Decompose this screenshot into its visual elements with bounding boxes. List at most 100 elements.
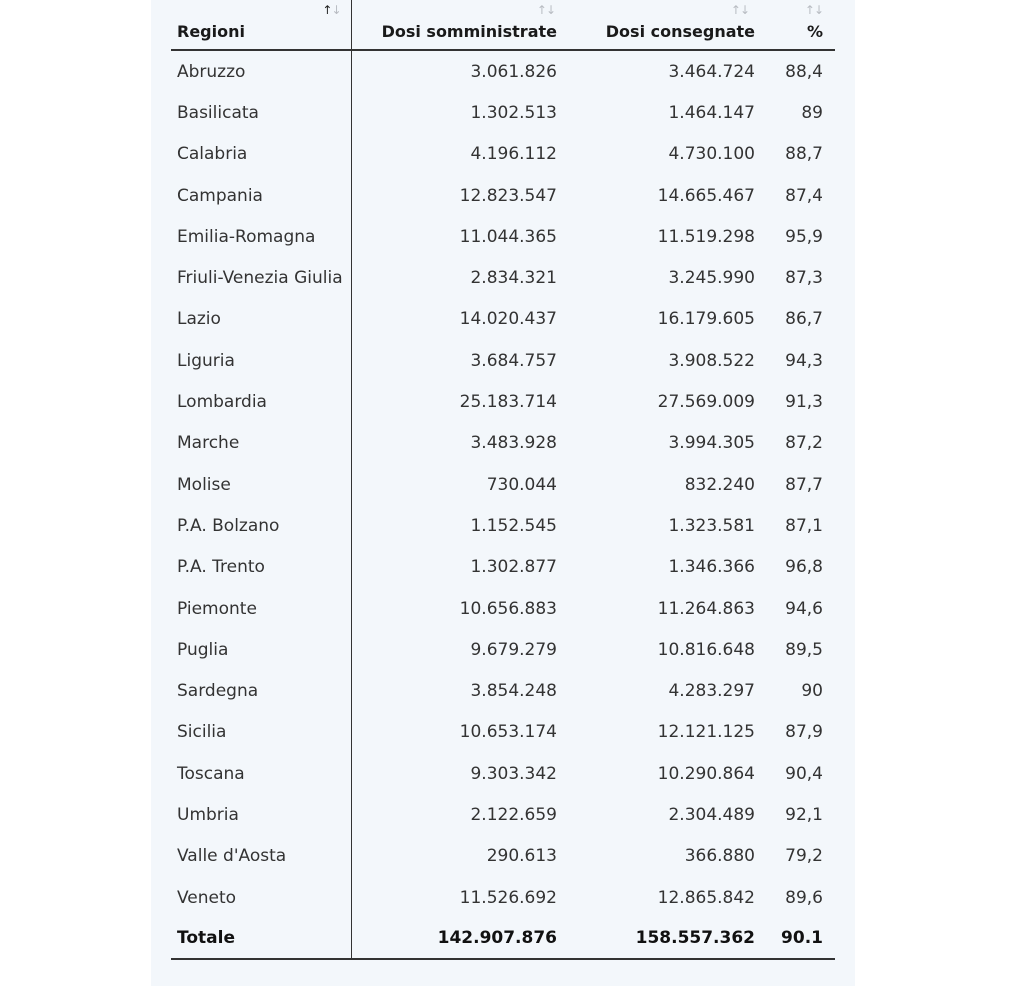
percent-cell: 95,9	[785, 226, 823, 247]
delivered-cell: 10.816.648	[657, 639, 755, 660]
total-administered: 142.907.876	[351, 918, 567, 961]
sort-arrows-icon[interactable]: ↑↓	[536, 3, 556, 17]
percent-cell: 88,7	[785, 144, 823, 165]
administered-cell: 3.061.826	[470, 61, 557, 82]
administered-cell: 730.044	[486, 474, 557, 495]
region-cell: Campania	[171, 174, 352, 217]
administered-cell: 9.303.342	[470, 763, 557, 784]
delivered-cell: 27.569.009	[657, 392, 755, 413]
percent-cell: 87,1	[785, 515, 823, 536]
column-header-administered[interactable]: ↑↓ Dosi somministrate	[351, 0, 567, 51]
table-row: Liguria 3.684.757 3.908.522 94,3	[171, 340, 835, 382]
column-header-delivered[interactable]: ↑↓ Dosi consegnate	[567, 0, 761, 51]
region-cell: Piemonte	[171, 587, 352, 630]
region-cell: Friuli-Venezia Giulia	[171, 257, 352, 299]
administered-cell: 10.656.883	[459, 598, 557, 619]
delivered-cell: 12.865.842	[657, 887, 755, 908]
region-cell: Umbria	[171, 794, 352, 836]
delivered-cell: 3.994.305	[668, 433, 755, 454]
percent-cell: 87,4	[785, 185, 823, 206]
table-row: Marche 3.483.928 3.994.305 87,2	[171, 422, 835, 464]
table-row: Lazio 14.020.437 16.179.605 86,7	[171, 298, 835, 341]
region-cell: Basilicata	[171, 92, 352, 134]
header-row: ↑↓ Regioni ↑↓ Dosi somministrate ↑↓ Dosi…	[171, 0, 835, 51]
column-header-region[interactable]: ↑↓ Regioni	[171, 0, 352, 51]
delivered-cell: 832.240	[684, 474, 755, 495]
delivered-cell: 4.730.100	[668, 144, 755, 165]
sort-arrows-icon[interactable]: ↑↓	[322, 3, 341, 17]
table-row: Emilia-Romagna 11.044.365 11.519.298 95,9	[171, 216, 835, 258]
table-row: Piemonte 10.656.883 11.264.863 94,6	[171, 587, 835, 630]
table-row: Umbria 2.122.659 2.304.489 92,1	[171, 794, 835, 836]
delivered-cell: 1.323.581	[668, 515, 755, 536]
table-body: Abruzzo 3.061.826 3.464.724 88,4 Basilicata 1…	[171, 50, 835, 961]
column-header-label: Dosi somministrate	[381, 22, 557, 41]
delivered-cell: 4.283.297	[668, 681, 755, 702]
region-cell: Liguria	[171, 340, 352, 382]
administered-cell: 1.152.545	[470, 515, 557, 536]
administered-cell: 10.653.174	[459, 722, 557, 743]
percent-cell: 89	[801, 102, 823, 123]
table-row: Puglia 9.679.279 10.816.648 89,5	[171, 629, 835, 671]
percent-cell: 94,6	[785, 598, 823, 619]
table-row: Veneto 11.526.692 12.865.842 89,6	[171, 876, 835, 919]
region-cell: Valle d'Aosta	[171, 835, 352, 877]
region-cell: Lombardia	[171, 381, 352, 423]
delivered-cell: 12.121.125	[657, 722, 755, 743]
table-row: Sicilia 10.653.174 12.121.125 87,9	[171, 711, 835, 754]
percent-cell: 89,6	[785, 887, 823, 908]
delivered-cell: 11.264.863	[657, 598, 755, 619]
vaccine-doses-table: ↑↓ Regioni ↑↓ Dosi somministrate ↑↓ Dosi…	[171, 0, 835, 961]
total-percent: 90.1	[761, 918, 835, 961]
region-cell: Lazio	[171, 298, 352, 341]
percent-cell: 87,9	[785, 722, 823, 743]
total-label: Totale	[171, 918, 352, 961]
administered-cell: 3.483.928	[470, 433, 557, 454]
delivered-cell: 11.519.298	[657, 226, 755, 247]
region-cell: Marche	[171, 422, 352, 464]
region-cell: Toscana	[171, 753, 352, 795]
table-row: Molise 730.044 832.240 87,7	[171, 463, 835, 506]
percent-cell: 89,5	[785, 639, 823, 660]
delivered-cell: 10.290.864	[657, 763, 755, 784]
region-cell: Abruzzo	[171, 50, 352, 93]
administered-cell: 3.854.248	[470, 681, 557, 702]
administered-cell: 290.613	[486, 846, 557, 867]
percent-cell: 91,3	[785, 392, 823, 413]
total-row: Totale 142.907.876 158.557.362 90.1	[171, 918, 835, 961]
table-header: ↑↓ Regioni ↑↓ Dosi somministrate ↑↓ Dosi…	[171, 0, 835, 51]
column-header-label: %	[806, 22, 823, 41]
table-row: Toscana 9.303.342 10.290.864 90,4	[171, 753, 835, 795]
table-row: Lombardia 25.183.714 27.569.009 91,3	[171, 381, 835, 423]
sort-arrows-icon[interactable]: ↑↓	[804, 3, 824, 17]
table-row: P.A. Trento 1.302.877 1.346.366 96,8	[171, 546, 835, 588]
administered-cell: 12.823.547	[459, 185, 557, 206]
administered-cell: 1.302.513	[470, 102, 557, 123]
region-cell: Sardegna	[171, 670, 352, 712]
percent-cell: 86,7	[785, 309, 823, 330]
sort-arrows-icon[interactable]: ↑↓	[730, 3, 750, 17]
percent-cell: 96,8	[785, 557, 823, 578]
percent-cell: 87,3	[785, 268, 823, 289]
delivered-cell: 1.346.366	[668, 557, 755, 578]
table-row: Basilicata 1.302.513 1.464.147 89	[171, 92, 835, 134]
region-cell: Puglia	[171, 629, 352, 671]
administered-cell: 2.122.659	[470, 804, 557, 825]
administered-cell: 14.020.437	[459, 309, 557, 330]
region-cell: P.A. Trento	[171, 546, 352, 588]
column-header-label: Regioni	[177, 22, 245, 41]
delivered-cell: 3.908.522	[668, 350, 755, 371]
percent-cell: 79,2	[785, 846, 823, 867]
delivered-cell: 1.464.147	[668, 102, 755, 123]
delivered-cell: 16.179.605	[657, 309, 755, 330]
column-header-percent[interactable]: ↑↓ %	[761, 0, 835, 51]
administered-cell: 11.044.365	[459, 226, 557, 247]
delivered-cell: 3.464.724	[668, 61, 755, 82]
administered-cell: 9.679.279	[470, 639, 557, 660]
administered-cell: 4.196.112	[470, 144, 557, 165]
percent-cell: 92,1	[785, 804, 823, 825]
administered-cell: 2.834.321	[470, 268, 557, 289]
administered-cell: 11.526.692	[459, 887, 557, 908]
table-row: Calabria 4.196.112 4.730.100 88,7	[171, 133, 835, 175]
region-cell: P.A. Bolzano	[171, 505, 352, 547]
